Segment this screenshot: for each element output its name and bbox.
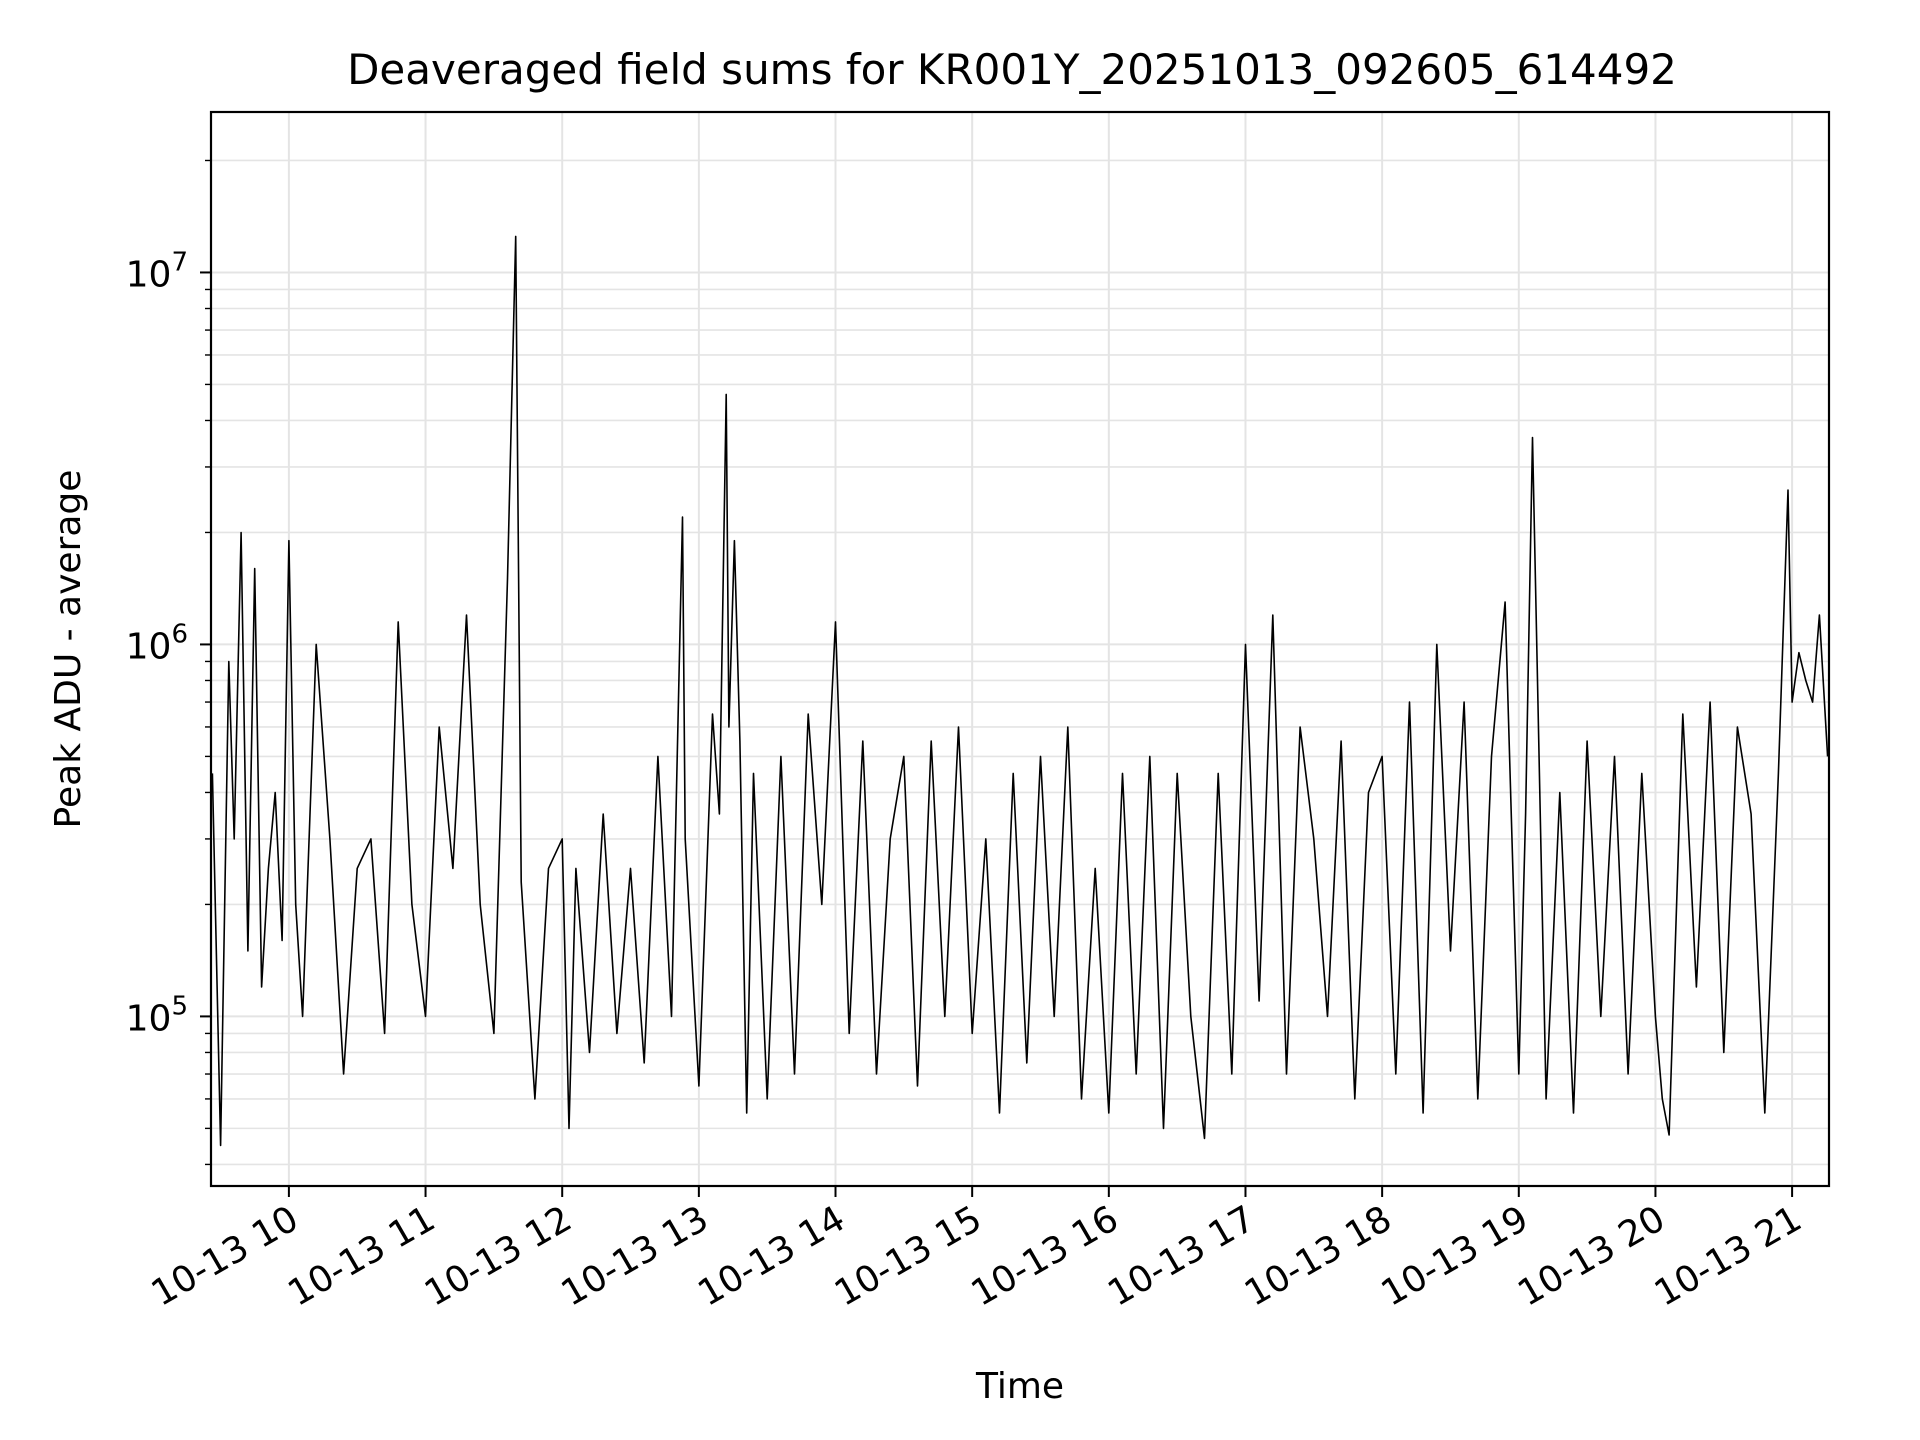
y-axis: 105 106 107 [126, 159, 211, 1166]
y-tick-label: 106 [126, 619, 188, 667]
x-axis-label: Time [975, 1366, 1064, 1407]
grid [211, 112, 1829, 1186]
y-tick-label: 105 [126, 991, 188, 1039]
chart-title: Deaveraged field sums for KR001Y_2025101… [347, 45, 1677, 94]
plot-area [209, 110, 1831, 1188]
series-line [211, 235, 1829, 1147]
y-tick-label: 107 [126, 247, 188, 295]
series-layer [211, 235, 1829, 1147]
y-axis-label: Peak ADU - average [48, 470, 89, 829]
